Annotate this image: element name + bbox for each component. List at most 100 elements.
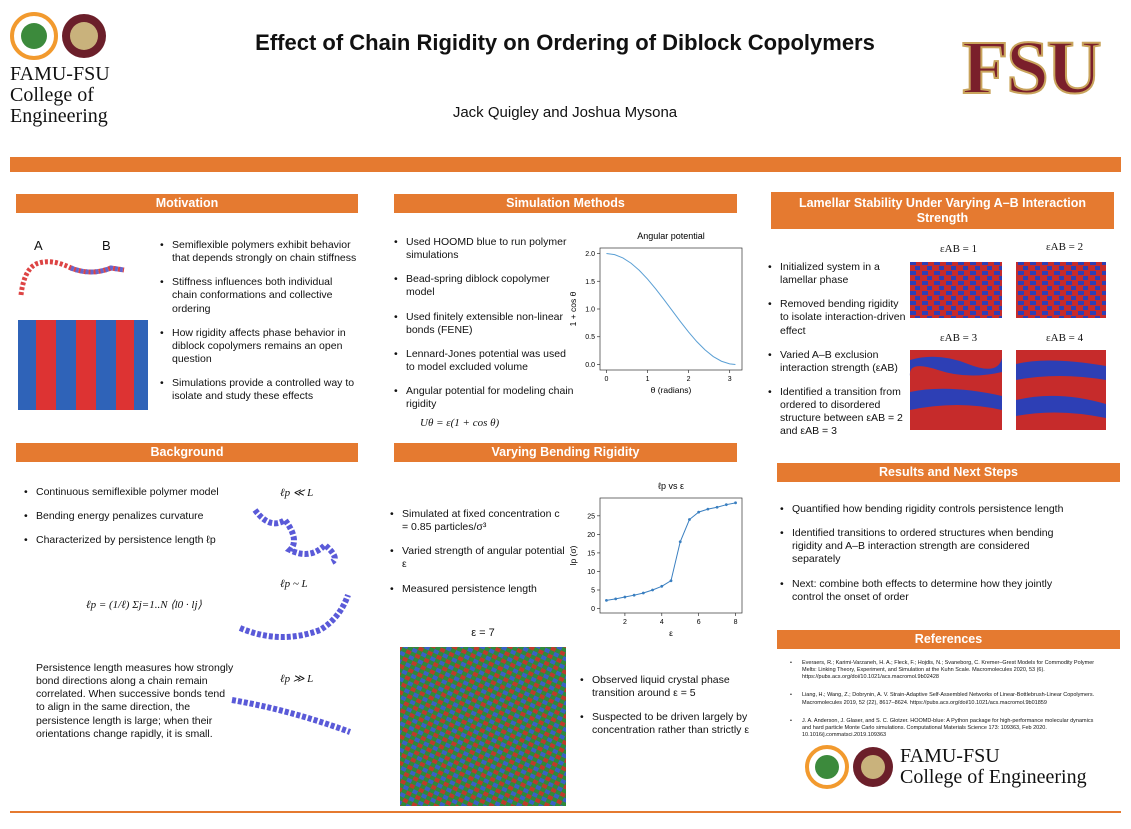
section-heading: Background — [16, 443, 358, 462]
y-tick-label: 10 — [587, 569, 595, 576]
bullet: How rigidity affects phase behavior in d… — [160, 327, 360, 366]
chart: Angular potential 0 1 2 3 0.0 0.5 1.0 1.5 2.0 θ (r… — [568, 231, 743, 395]
y-tick-label: 5 — [591, 588, 595, 595]
x-axis-label: θ (radians) — [651, 385, 692, 395]
simulation-image — [400, 647, 566, 806]
panel-label: εAB = 4 — [1046, 332, 1084, 344]
poster-title: Effect of Chain Rigidity on Ordering of … — [255, 30, 875, 55]
data-point — [734, 501, 737, 505]
section-heading: Lamellar Stability Under Varying A–B Int… — [771, 192, 1114, 229]
bullet: Observed liquid crystal phase transition… — [580, 674, 760, 700]
y-axis-label: 1 + cos θ — [568, 291, 578, 326]
x-tick-label: 1 — [646, 376, 650, 383]
chain-images — [231, 508, 352, 735]
data-point — [651, 588, 654, 592]
y-axis-label: lp (σ) — [568, 545, 578, 565]
data-line — [606, 502, 736, 601]
data-point — [660, 584, 664, 588]
left-logo-text: FAMU-FSU College of Engineering — [10, 64, 110, 127]
bullet: Stiffness influences both individual cha… — [160, 276, 360, 315]
bullet-list: Used HOOMD blue to run polymer simulatio… — [394, 236, 574, 422]
image-label: ε = 7 — [471, 627, 495, 639]
regime-label: ℓp ≪ L — [280, 487, 314, 499]
y-tick-label: 25 — [587, 513, 595, 520]
y-tick-label: 2.0 — [585, 251, 595, 258]
x-tick-label: 3 — [728, 376, 732, 383]
logo-line: College of Engineering — [900, 766, 1087, 788]
bullet: Quantified how bending rigidity controls… — [780, 503, 1070, 516]
bullet: Liang, H.; Wang, Z.; Dobrynin, A. V. Str… — [790, 692, 1095, 706]
bullet: Suspected to be driven largely by concen… — [580, 711, 760, 737]
bullet: Semiflexible polymers exhibit behavior t… — [160, 239, 360, 265]
top-bar — [10, 157, 1121, 172]
bullet: Used HOOMD blue to run polymer simulatio… — [394, 236, 574, 262]
data-point — [724, 503, 728, 507]
plot-frame — [599, 497, 743, 614]
footer-logo-text: FAMU-FSU College of Engineering — [900, 746, 1087, 788]
bullet: Measured persistence length — [390, 583, 565, 596]
lamellar-images — [909, 262, 1106, 430]
y-tick-label: 1.0 — [585, 307, 595, 314]
y-tick-label: 0.0 — [585, 362, 595, 369]
data-point — [669, 579, 673, 583]
panel-label: εAB = 3 — [940, 332, 978, 344]
bullet: Next: combine both effects to determine … — [780, 578, 1070, 604]
bullet: Identified a transition from ordered to … — [768, 386, 908, 439]
bullet: Simulations provide a controlled way to … — [160, 377, 360, 403]
y-tick-label: 1.5 — [585, 279, 595, 286]
bullet: Everaers, R.; Karimi-Varzaneh, H. A.; Fl… — [790, 660, 1095, 681]
data-point — [641, 591, 645, 595]
bullet-list: Continuous semiflexible polymer model Ben… — [24, 486, 244, 558]
section-heading: Simulation Methods — [394, 194, 737, 213]
logo-line: FAMU-FSU — [10, 63, 110, 85]
bullet: Characterized by persistence length ℓp — [24, 534, 244, 547]
label-b: B — [102, 238, 111, 253]
authors: Jack Quigley and Joshua Mysona — [452, 104, 678, 121]
x-axis-label: ε — [669, 628, 673, 638]
logo-line: FAMU-FSU — [900, 745, 1000, 767]
bullet: Initialized system in a lamellar phase — [768, 261, 908, 287]
bullet: Lennard-Jones potential was used to mode… — [394, 348, 574, 374]
x-tick-label: 6 — [697, 619, 701, 626]
data-point — [614, 597, 618, 601]
fsu-logo: FSU — [961, 26, 1103, 110]
data-point — [697, 510, 701, 514]
bullet-list: Quantified how bending rigidity controls… — [780, 503, 1070, 615]
data-point — [678, 540, 682, 544]
bottom-rule — [10, 811, 1121, 813]
bullet: Varied A–B exclusion interaction strengt… — [768, 349, 908, 375]
equation: ℓp = (1/ℓ) Σj=1..N ⟨l0 · lj⟩ — [86, 599, 202, 611]
section-heading: Results and Next Steps — [777, 463, 1120, 482]
panel-label: εAB = 2 — [1046, 241, 1084, 253]
bullet: Varied strength of angular potential ε — [390, 545, 565, 571]
bullet: Identified transitions to ordered struct… — [780, 527, 1070, 566]
section-heading: References — [777, 630, 1120, 649]
y-tick-label: 0.5 — [585, 334, 595, 341]
x-tick-label: 8 — [734, 619, 738, 626]
label-a: A — [34, 238, 43, 253]
bullet: Continuous semiflexible polymer model — [24, 486, 244, 499]
data-point — [632, 593, 636, 597]
data-point — [688, 518, 691, 521]
data-point — [706, 507, 710, 511]
left-seals — [10, 12, 106, 60]
chart-title: ℓp vs ε — [658, 481, 684, 491]
bullet: Simulated at fixed concentration c = 0.8… — [390, 508, 565, 534]
bullet-list: Initialized system in a lamellar phase Re… — [768, 261, 908, 449]
paragraph: Persistence length measures how strongly… — [36, 662, 234, 740]
section-heading: Motivation — [16, 194, 358, 213]
bullet-list: Semiflexible polymers exhibit behavior t… — [160, 239, 360, 414]
bullet-list: Observed liquid crystal phase transition… — [580, 674, 760, 749]
x-tick-label: 2 — [687, 376, 691, 383]
x-tick-label: 2 — [623, 619, 627, 626]
reference-list: Everaers, R.; Karimi-Varzaneh, H. A.; Fl… — [790, 660, 1095, 750]
chart: ℓp vs ε 2 4 6 8 0 5 10 15 20 25 ε lp (σ) — [568, 481, 743, 638]
bullet: Bending energy penalizes curvature — [24, 510, 244, 523]
regime-label: ℓp ~ L — [280, 578, 308, 590]
bullet: Removed bending rigidity to isolate inte… — [768, 298, 908, 337]
logo-line: Engineering — [10, 105, 108, 127]
logo-line: College of — [10, 84, 94, 106]
data-line — [606, 253, 736, 365]
y-tick-label: 0 — [591, 606, 595, 613]
